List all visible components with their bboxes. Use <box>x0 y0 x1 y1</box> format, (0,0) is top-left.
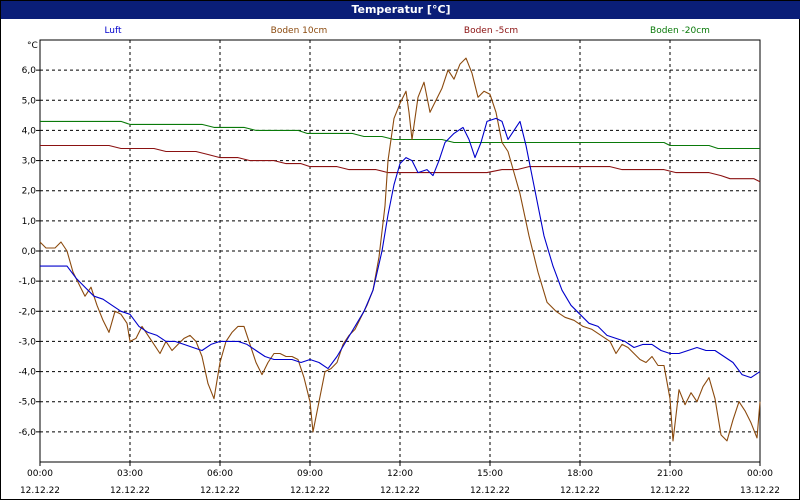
y-tick-label: 6,0 <box>22 66 37 76</box>
plot-frame <box>39 39 761 463</box>
series-lines <box>39 57 761 442</box>
y-tick-label: -5,0 <box>18 398 36 408</box>
x-tick-time: 21:00 <box>657 469 683 479</box>
y-tick-label: 4,0 <box>22 126 37 136</box>
legend: Luft Boden 10cm Boden -5cm Boden -20cm <box>104 26 710 36</box>
x-tick-date: 12.12.22 <box>290 486 330 496</box>
y-tick-label: 3,0 <box>22 157 37 167</box>
x-tick-date: 12.12.22 <box>200 486 240 496</box>
series-line <box>40 144 761 183</box>
y-tick-label: -3,0 <box>18 337 36 347</box>
x-tick-date: 12.12.22 <box>20 486 60 496</box>
y-tick-label: -4,0 <box>18 368 36 378</box>
y-tick-label: 0,0 <box>22 247 37 257</box>
x-tick-time: 06:00 <box>207 469 233 479</box>
y-tick-label: 1,0 <box>22 217 37 227</box>
x-tick-time: 00:00 <box>27 469 53 479</box>
x-tick-time: 00:00 <box>747 469 773 479</box>
x-tick-date: 12.12.22 <box>560 486 600 496</box>
legend-entry: Luft <box>104 26 122 36</box>
series-line <box>39 57 761 442</box>
legend-entry: Boden 10cm <box>271 26 328 36</box>
axes <box>39 39 761 463</box>
series-line <box>40 120 760 150</box>
x-tick-time: 03:00 <box>117 469 143 479</box>
y-tick-label: -2,0 <box>18 307 36 317</box>
x-tick-date: 13.12.22 <box>740 486 780 496</box>
x-tick-time: 15:00 <box>477 469 503 479</box>
y-tick-label: -6,0 <box>18 428 36 438</box>
x-tick-time: 12:00 <box>387 469 413 479</box>
x-tick-date: 12.12.22 <box>650 486 690 496</box>
y-tick-label: 5,0 <box>22 96 37 106</box>
y-tick-labels: 6,0 5,0 4,0 3,0 2,0 1,0 0,0 -1,0 -2,0 -3,0 -4,0 -5,… <box>18 66 36 438</box>
x-tick-date: 12.12.22 <box>380 486 420 496</box>
x-tick-time: 18:00 <box>567 469 593 479</box>
grid <box>36 40 761 466</box>
legend-entry: Boden -20cm <box>650 26 710 36</box>
x-tick-labels: 00:00 12.12.22 03:00 12.12.22 06:00 12.12.22 0… <box>20 469 780 496</box>
series-line <box>40 117 761 379</box>
y-tick-label: -1,0 <box>18 277 36 287</box>
x-tick-date: 12.12.22 <box>470 486 510 496</box>
temperature-chart: °C 6,0 5,0 4,0 3,0 2,0 1,0 0,0 -1,0 -2,0 -3,0 -4,0… <box>18 26 780 496</box>
x-tick-time: 09:00 <box>297 469 323 479</box>
y-axis-unit: °C <box>27 41 38 51</box>
window-title: Temperatur [°C] <box>1 1 800 19</box>
x-tick-date: 12.12.22 <box>110 486 150 496</box>
y-tick-label: 2,0 <box>22 187 37 197</box>
legend-entry: Boden -5cm <box>464 26 518 36</box>
